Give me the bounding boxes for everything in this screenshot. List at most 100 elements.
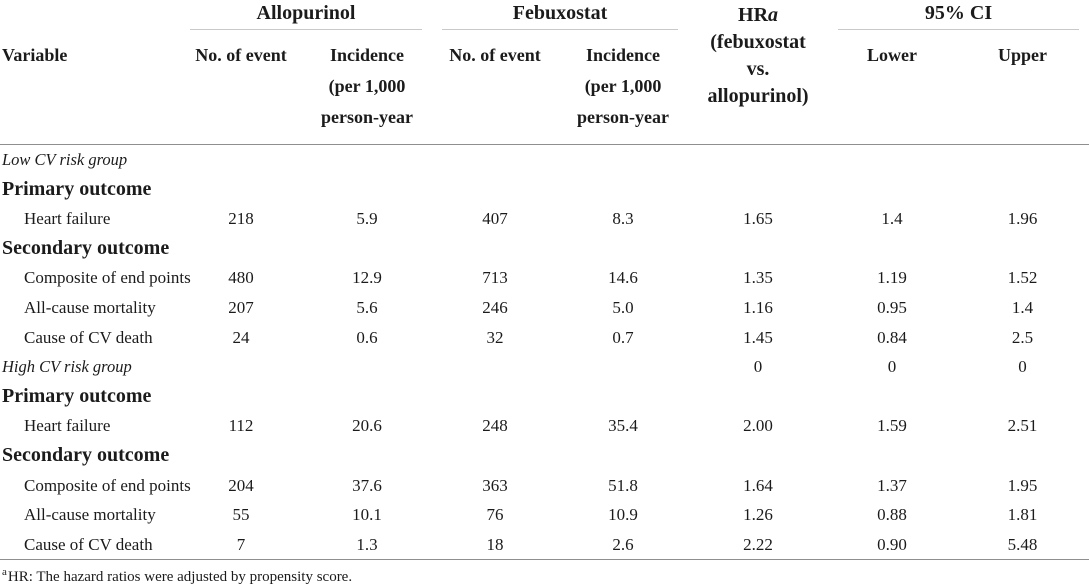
cell-febuxostat-incidence (558, 382, 688, 412)
table-row: All-cause mortality 55 10.1 76 10.9 1.26 0.88 1… (0, 500, 1089, 530)
cell-allopurinol-events: 480 (228, 268, 254, 288)
cell-ci-upper: 0 (1018, 357, 1027, 377)
cell-hr: 1.26 (743, 505, 773, 525)
cell-febuxostat-events: 18 (432, 529, 559, 561)
table-row: All-cause mortality 207 5.6 246 5.0 1.16 0.95 1… (0, 293, 1089, 323)
group-header-febuxostat-label: Febuxostat (442, 0, 679, 30)
cell-hr: 1.45 (743, 327, 773, 347)
cell-ci-lower: 1.37 (877, 475, 907, 495)
incidence-line2: (per 1,000 (328, 76, 406, 96)
cell-ci-upper: 1.96 (1007, 209, 1038, 229)
table-row-group: High CV risk group 0 0 0 (0, 352, 1089, 382)
cell-allopurinol-incidence (302, 352, 432, 382)
cell-allopurinol-incidence: 20.6 (352, 416, 382, 436)
cell-allopurinol-events: 204 (228, 475, 254, 495)
cell-febuxostat-incidence (558, 145, 688, 175)
cell-ci-upper (956, 382, 1089, 412)
cell-ci-lower: 0.84 (877, 327, 907, 347)
table-row: Composite of end points 480 12.9 713 14.6 1.3… (0, 263, 1089, 293)
cell-allopurinol-events: 218 (228, 209, 254, 229)
row-label: High CV risk group (2, 357, 132, 377)
cell-febuxostat-incidence: 51.8 (608, 475, 638, 495)
table-row-group: Low CV risk group (0, 145, 1089, 175)
table-row-section: Secondary outcome (0, 234, 1089, 264)
cell-ci-upper: 5.48 (956, 529, 1089, 561)
row-label: Secondary outcome (2, 236, 170, 259)
cell-ci-upper: 2.5 (1011, 327, 1034, 347)
incidence-line1: Incidence (330, 45, 404, 65)
cell-allopurinol-events: 207 (228, 297, 254, 317)
row-label: Composite of end points (24, 268, 191, 288)
column-header-variable: Variable (0, 30, 180, 145)
cell-allopurinol-incidence (302, 145, 432, 175)
cell-allopurinol-incidence: 37.6 (352, 475, 382, 495)
cell-febuxostat-events (432, 352, 558, 382)
row-label: Composite of end points (24, 475, 191, 495)
column-header-hr: HRa (febuxostat vs. allopurinol) (688, 0, 829, 145)
cell-febuxostat-events (432, 441, 558, 471)
cell-febuxostat-events: 32 (486, 327, 504, 347)
cell-hr (688, 441, 828, 471)
cell-ci-upper: 1.52 (1007, 268, 1038, 288)
cell-allopurinol-incidence: 0.6 (356, 327, 378, 347)
cell-febuxostat-incidence: 35.4 (608, 416, 638, 436)
row-label: All-cause mortality (24, 297, 156, 317)
table-row: Heart failure 218 5.9 407 8.3 1.65 1.4 1.96 (0, 204, 1089, 234)
hr-label-line4: allopurinol) (707, 85, 809, 107)
cell-febuxostat-incidence: 8.3 (612, 209, 634, 229)
cell-allopurinol-incidence (302, 382, 432, 412)
cell-allopurinol-incidence: 10.1 (352, 505, 382, 525)
cell-hr (688, 175, 828, 205)
cell-allopurinol-events (180, 441, 302, 471)
cell-allopurinol-incidence (302, 441, 432, 471)
column-header-ci-upper: Upper (956, 30, 1089, 145)
cell-febuxostat-incidence (558, 234, 688, 264)
cell-allopurinol-events: 7 (180, 529, 302, 561)
row-label: Secondary outcome (2, 443, 170, 466)
row-label: Heart failure (24, 209, 111, 229)
cell-ci-lower: 0.88 (877, 505, 907, 525)
table-footnote: aHR: The hazard ratios were adjusted by … (0, 567, 1089, 587)
table-row-section: Primary outcome (0, 382, 1089, 412)
cell-allopurinol-incidence (302, 175, 432, 205)
table-row-section: Primary outcome (0, 175, 1089, 205)
cell-allopurinol-events (180, 382, 302, 412)
group-header-febuxostat: Febuxostat (432, 0, 688, 30)
cell-ci-upper: 1.95 (1007, 475, 1038, 495)
table-row: Heart failure 112 20.6 248 35.4 2.00 1.59 2.51 (0, 411, 1089, 441)
cell-febuxostat-events: 407 (482, 209, 508, 229)
group-header-ci: 95% CI (828, 0, 1089, 30)
cell-ci-lower: 0.90 (828, 529, 957, 561)
outcomes-table: Allopurinol Febuxostat HRa (febuxostat v… (0, 0, 1089, 561)
row-label: All-cause mortality (24, 505, 156, 525)
cell-febuxostat-events: 363 (482, 475, 508, 495)
row-label: Cause of CV death (24, 327, 153, 347)
group-header-row: Allopurinol Febuxostat HRa (febuxostat v… (0, 0, 1089, 145)
column-header-ci-lower: Lower (828, 30, 957, 145)
column-header-allopurinol-events: No. of event (180, 30, 302, 145)
table-row: Cause of CV death 7 1.3 18 2.6 2.22 0.90 5.48 (0, 529, 1089, 561)
cell-febuxostat-incidence: 5.0 (612, 297, 634, 317)
cell-hr (688, 382, 828, 412)
cell-hr: 1.16 (743, 297, 773, 317)
hr-label-main: HR (738, 4, 769, 26)
table-row-section: Secondary outcome (0, 441, 1089, 471)
cell-ci-lower (828, 175, 956, 205)
group-header-ci-label: 95% CI (838, 0, 1080, 30)
cell-ci-upper: 1.4 (1011, 297, 1034, 317)
cell-allopurinol-incidence: 5.9 (356, 209, 378, 229)
cell-febuxostat-incidence: 10.9 (608, 505, 638, 525)
column-header-febuxostat-events: No. of event (432, 30, 559, 145)
cell-ci-upper (956, 175, 1089, 205)
cell-ci-lower (828, 441, 956, 471)
cell-allopurinol-events (180, 234, 302, 264)
row-label: Heart failure (24, 416, 111, 436)
cell-hr (688, 234, 828, 264)
cell-febuxostat-incidence (558, 441, 688, 471)
cell-hr: 0 (753, 357, 763, 377)
cell-ci-lower: 0.95 (877, 297, 907, 317)
incidence-line3: person-year (577, 107, 670, 127)
cell-hr: 2.00 (743, 416, 773, 436)
cell-febuxostat-events (432, 145, 558, 175)
